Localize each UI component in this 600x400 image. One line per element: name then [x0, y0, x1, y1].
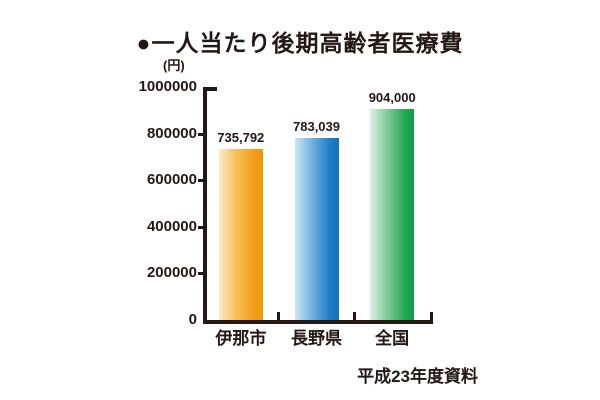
source-note: 平成23年度資料: [357, 367, 478, 386]
y-tick-label: 400000: [146, 217, 197, 235]
bar-value-label: 783,039: [293, 118, 340, 134]
y-tick-mark: [198, 272, 203, 275]
y-tick-label: 200000: [146, 264, 197, 282]
y-tick-mark: [198, 133, 203, 136]
bar-3: [370, 109, 415, 320]
y-axis-line: [203, 87, 207, 324]
y-tick-mark: [198, 179, 203, 182]
x-category-label: 伊那市: [215, 329, 267, 348]
bar-1: [218, 148, 263, 320]
y-tick-label: 0: [188, 311, 197, 328]
x-axis-line: [203, 320, 433, 324]
y-tick-label: 1000000: [138, 78, 197, 95]
x-tick-mark: [277, 312, 281, 320]
chart-title: ●一人当たり後期高齢者医療費: [136, 30, 464, 56]
y-tick-label: 600000: [146, 171, 197, 189]
y-tick-label: 800000: [146, 124, 197, 142]
x-axis-end-tick: [430, 312, 433, 320]
y-tick-mark: [198, 226, 203, 229]
x-category-label: 長野県: [291, 329, 343, 348]
y-axis-unit-label: (円): [163, 58, 185, 73]
x-category-label: 全国: [375, 329, 410, 348]
bar-value-label: 904,000: [368, 90, 416, 106]
x-tick-mark: [352, 312, 356, 320]
bar-2: [294, 137, 339, 320]
y-tick-mark: [207, 87, 217, 91]
bar-value-label: 735,792: [217, 129, 265, 145]
